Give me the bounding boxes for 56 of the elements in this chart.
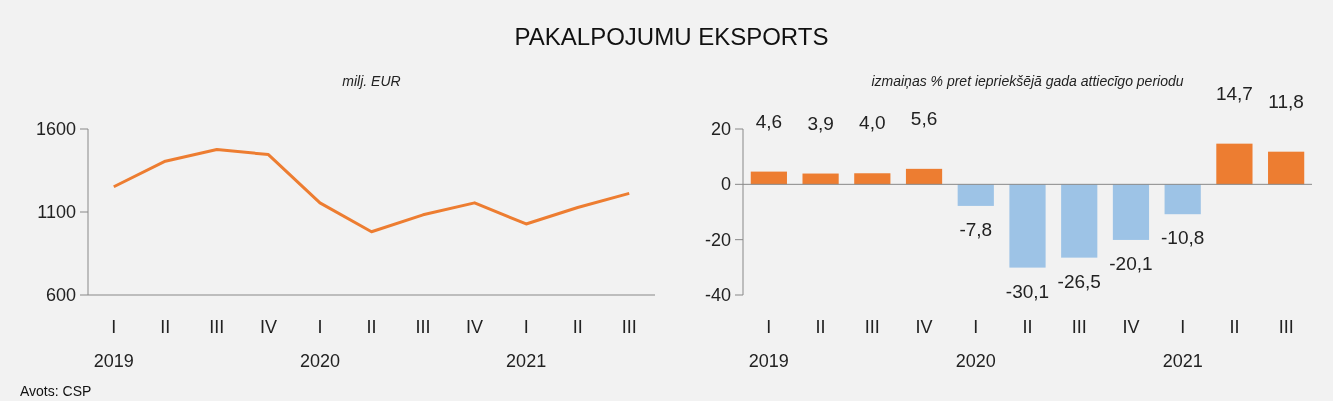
data-label: 4,0	[859, 112, 886, 134]
data-label: 14,7	[1215, 82, 1253, 104]
chart-subtitle: milj. EUR	[342, 73, 401, 89]
line-series	[112, 148, 631, 234]
data-label: -26,5	[1057, 270, 1101, 292]
x-tick-label: III	[864, 317, 880, 337]
x-tick-label: I 2020	[299, 317, 340, 371]
bar	[854, 173, 891, 185]
x-tick-label: II	[366, 317, 377, 337]
chart-subtitle: izmaiņas % pret iepriekšējā gada attiecīgo periodu	[871, 73, 1184, 89]
bar	[750, 171, 787, 185]
x-tick-label: III	[209, 317, 225, 337]
x-tick-label: III	[1278, 317, 1294, 337]
bar	[1112, 184, 1150, 240]
x-tick-label: I 2019	[93, 317, 134, 371]
x-tick-label: I 2019	[748, 317, 789, 371]
bar	[1009, 184, 1046, 268]
x-tick-label: II	[1229, 317, 1240, 337]
bar	[905, 168, 943, 185]
x-tick-label: III	[1071, 317, 1087, 337]
x-tick-label: II	[572, 317, 583, 337]
y-tick-label: 0	[720, 174, 731, 195]
x-tick-label: I 2021	[506, 317, 547, 371]
data-label: 3,9	[807, 112, 834, 134]
bar	[1164, 184, 1201, 215]
bar	[1061, 184, 1098, 258]
y-tick-label: -40	[704, 285, 731, 305]
data-label: -30,1	[1005, 280, 1050, 302]
x-tick-label: II	[815, 317, 826, 337]
y-tick-label: 20	[710, 119, 731, 139]
bar	[957, 184, 994, 206]
data-label: -7,8	[959, 218, 993, 240]
data-label: 5,6	[910, 107, 938, 129]
x-tick-label: II	[160, 317, 171, 337]
y-tick-label: 1100	[37, 202, 76, 222]
bar	[1216, 143, 1253, 185]
y-tick-label: 600	[45, 285, 76, 305]
x-tick-label: II	[1022, 317, 1033, 337]
bar	[1268, 151, 1305, 185]
x-tick-label: IV	[1122, 317, 1140, 337]
x-tick-label: I 2021	[1162, 317, 1203, 371]
x-tick-label: IV	[915, 317, 933, 337]
text: Avots: CSP	[20, 383, 92, 399]
bar	[802, 173, 839, 185]
x-tick-label: IV	[466, 317, 484, 337]
data-label: -10,8	[1161, 227, 1205, 249]
y-tick-label: -20	[704, 229, 731, 250]
data-label: 11,8	[1268, 90, 1304, 112]
chart-title: PAKALPOJUMU EKSPORTS	[514, 23, 829, 50]
x-tick-label: IV	[259, 317, 277, 337]
x-tick-label: III	[621, 317, 637, 337]
x-tick-label: III	[415, 317, 431, 337]
data-label: -20,1	[1109, 252, 1153, 274]
y-tick-label: 1600	[35, 119, 76, 139]
data-label: 4,6	[755, 110, 783, 132]
x-tick-label: I 2020	[955, 317, 996, 371]
